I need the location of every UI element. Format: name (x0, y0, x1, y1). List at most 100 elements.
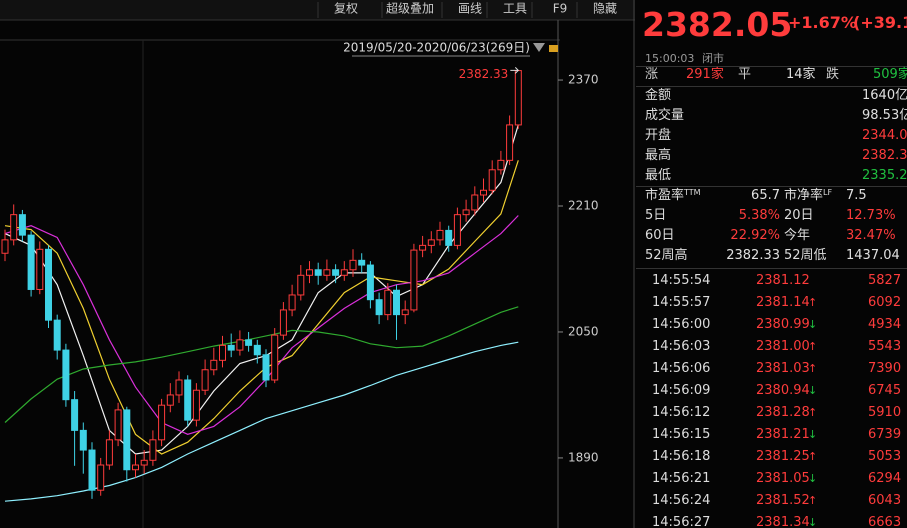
ratio-label: 52周低 (784, 248, 827, 263)
ma-line (4, 124, 519, 455)
candle-body (201, 369, 209, 391)
divider (636, 268, 907, 269)
chart: 2019/05/20-2020/06/23(269日) 复权 超级叠加 画线 工具 F9… (0, 0, 635, 528)
candle-body (27, 234, 35, 290)
ratio-label: 市盈率 (645, 188, 685, 203)
candle-body (297, 274, 305, 296)
dropdown-icon[interactable] (533, 43, 545, 52)
tick-time: 14:56:09 (652, 383, 711, 398)
ratio-value: 12.73% (846, 208, 896, 223)
tick-volume: 5910 (868, 405, 902, 420)
candle-body (88, 449, 96, 491)
tick-price: 2380.99 (756, 317, 810, 332)
toolbar-button[interactable]: 复权 (334, 2, 358, 16)
high-annotation: 2382.33 (459, 67, 509, 81)
tick-volume: 5543 (868, 339, 902, 354)
tick-price: 2380.94 (756, 383, 810, 398)
candle-body (314, 269, 322, 276)
tick-volume: 7390 (868, 361, 902, 376)
candle-body (288, 294, 296, 311)
candle-body (10, 214, 18, 241)
tick-price: 2381.12 (756, 273, 810, 288)
quote-time: 15:00:03 (645, 52, 695, 65)
annotation-arrow (510, 66, 520, 74)
tick-arrow: ↓ (808, 516, 818, 528)
stat-label: 最低 (645, 168, 672, 183)
ratio-label: 5日 (645, 208, 667, 223)
breadth-value: 14家 (786, 67, 816, 82)
candle-body (105, 439, 113, 466)
candle-body (71, 399, 79, 431)
ratio-label: 市净率 (784, 188, 824, 203)
candle-body (236, 339, 244, 351)
stat-value: 2344.0 (862, 128, 907, 143)
ratio-value: 1437.04 (846, 248, 900, 263)
tick-time: 14:55:57 (652, 295, 711, 310)
tick-time: 14:56:03 (652, 339, 711, 354)
candle-body (419, 244, 427, 251)
tick-arrow: ↑ (808, 362, 818, 375)
tick-arrow: ↑ (808, 450, 818, 463)
toolbar-button[interactable]: 隐藏 (593, 2, 617, 16)
candle-body (149, 439, 157, 461)
change: (+39.1 (853, 13, 907, 32)
tick-volume: 6745 (868, 383, 902, 398)
candle-body (262, 354, 270, 381)
lock-icon[interactable] (549, 45, 558, 52)
tick-time: 14:56:24 (652, 493, 711, 508)
candle-body (480, 189, 487, 196)
tick-arrow: ↑ (808, 296, 818, 309)
tick-price: 2381.28 (756, 405, 810, 420)
tick-volume: 6092 (868, 295, 902, 310)
candle-body (45, 248, 52, 321)
tick-price: 2381.21 (756, 427, 810, 442)
last-price: 2382.05 (642, 5, 793, 44)
tick-time: 14:56:21 (652, 471, 711, 486)
candle-body (166, 394, 174, 406)
tick-volume: 6739 (868, 427, 902, 442)
candle-body (323, 269, 331, 276)
tick-arrow: ↑ (808, 340, 818, 353)
tick-price: 2381.00 (756, 339, 810, 354)
tick-volume: 6294 (868, 471, 902, 486)
candle-body (497, 159, 505, 171)
candle-body (436, 229, 444, 241)
stat-value: 98.53亿 (862, 108, 907, 123)
tick-time: 14:56:00 (652, 317, 711, 332)
tick-volume: 6043 (868, 493, 902, 508)
candle-body (393, 289, 400, 316)
breadth-value: 291家 (686, 67, 724, 82)
tick-time: 14:56:15 (652, 427, 711, 442)
divider (636, 66, 907, 67)
candle-body (253, 344, 261, 356)
candle-body (471, 194, 479, 211)
candle-body (271, 334, 279, 381)
ratio-value: 65.7 (751, 188, 780, 203)
tick-time: 14:55:54 (652, 273, 711, 288)
candle-body (18, 214, 26, 236)
tick-arrow: ↓ (808, 428, 818, 441)
tick-price: 2381.14 (756, 295, 810, 310)
tick-price: 2381.34 (756, 515, 810, 528)
toolbar-button[interactable]: 工具 (503, 2, 527, 16)
toolbar-button[interactable]: 画线 (458, 2, 482, 16)
tick-arrow: ↑ (808, 494, 818, 507)
candle-body (192, 389, 200, 421)
stat-value: 2382.3 (862, 148, 907, 163)
ratio-label: 52周高 (645, 248, 688, 263)
ma-line (4, 341, 519, 502)
candle-body (279, 309, 287, 336)
candle-body (453, 214, 461, 246)
candle-body (79, 429, 87, 451)
toolbar-button[interactable]: F9 (553, 2, 568, 16)
tick-time: 14:56:27 (652, 515, 711, 528)
candle-body (332, 269, 340, 276)
divider (636, 86, 907, 87)
candle-body (210, 359, 218, 371)
toolbar-button[interactable]: 超级叠加 (386, 1, 434, 16)
ratio-value: 7.5 (846, 188, 867, 203)
change-pct: +1.67% (788, 13, 857, 32)
y-tick-label: 2210 (568, 199, 599, 213)
candle-body (1, 239, 9, 254)
